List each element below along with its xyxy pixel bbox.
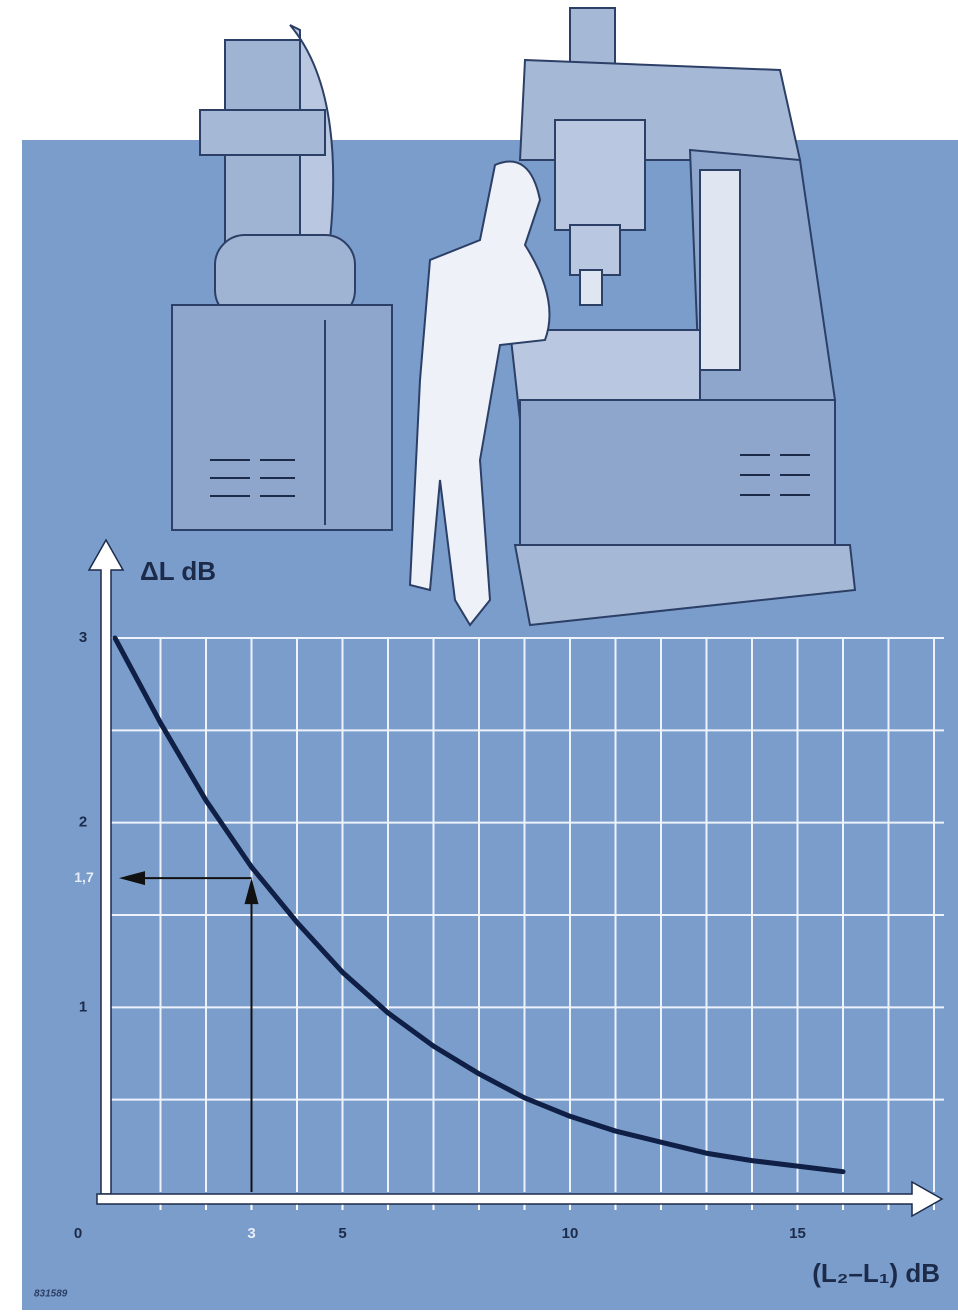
y-axis-title: ΔL dB (140, 556, 216, 586)
x-axis-title: (L₂–L₁) dB (812, 1258, 940, 1288)
x-tick-label: 10 (562, 1225, 579, 1242)
figure-code: 831589 (34, 1289, 68, 1300)
y-tick-label: 2 (79, 814, 87, 831)
x-tick-label: 5 (338, 1225, 346, 1242)
annotation-x-label: 3 (247, 1225, 255, 1242)
chart: 0 5 10 15 1 2 3 ΔL dB (L₂–L₁) dB 831589 1,7 3 (0, 0, 958, 1310)
y-tick-label: 3 (79, 629, 87, 646)
x-tick-label: 15 (789, 1225, 806, 1242)
y-tick-label: 1 (79, 998, 87, 1015)
annotation-y-label: 1,7 (74, 869, 94, 885)
x-tick-label: 0 (74, 1225, 82, 1242)
